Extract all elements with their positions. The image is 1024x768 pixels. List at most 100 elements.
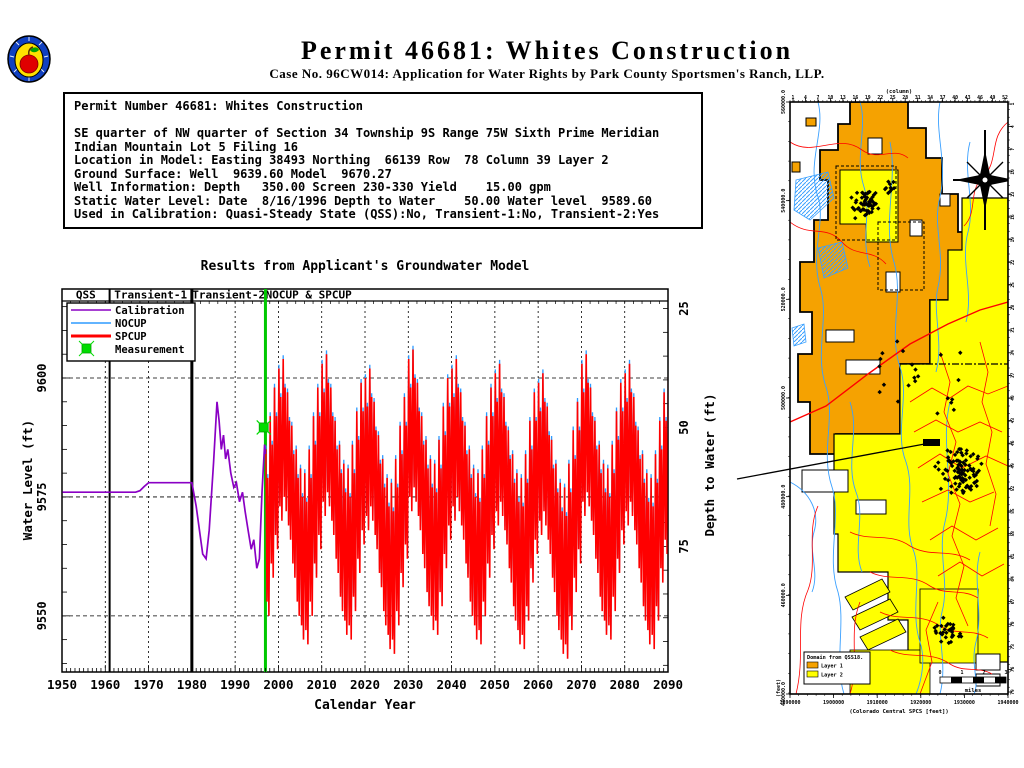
map-row-label: 34	[1010, 350, 1016, 356]
map-northing-label: 500000.0	[781, 386, 787, 410]
map-row-label: 13	[1010, 191, 1016, 197]
x-tick-label: 2070	[566, 677, 596, 692]
well-marker	[967, 475, 972, 480]
spcup-series-line	[265, 349, 668, 659]
groundwater-model-chart: QSS Transient-1 Transient-2 NOCUP & SPCUP 19…	[20, 288, 717, 713]
well-marker	[961, 489, 966, 494]
map-row-label: 31	[1010, 327, 1016, 333]
map-left-units-label: (feet)	[776, 679, 782, 697]
well-marker	[863, 197, 868, 202]
map-row-label: 70	[1010, 621, 1016, 627]
layer1-patch	[805, 117, 817, 127]
map-row-label: 46	[1010, 440, 1016, 446]
apple-ranch-emblem-icon	[7, 35, 51, 83]
map-row-label: 37	[1010, 372, 1016, 378]
info-line	[74, 114, 692, 128]
stream-line	[935, 102, 943, 373]
well-marker	[951, 626, 956, 631]
info-line: Permit Number 46681: Whites Construction	[74, 99, 363, 113]
well-marker	[933, 628, 938, 634]
well-marker	[956, 634, 962, 639]
water-level-tick-label: 9600	[35, 364, 49, 393]
legend-measurement-x	[78, 340, 95, 357]
well-marker	[900, 348, 906, 354]
map-row-label: 10	[1010, 169, 1016, 175]
well-marker	[859, 195, 865, 200]
x-tick-label: 1950	[47, 677, 77, 692]
scale-bar-label: 0	[938, 670, 941, 676]
map-northing-label: 460000.0	[781, 583, 787, 607]
subject-well-marker	[923, 439, 940, 446]
map-easting-label: 1920000	[910, 700, 931, 706]
x-tick-label: 1960	[90, 677, 120, 692]
map-easting-label: 1890000	[779, 700, 800, 706]
x-tick-label: 2000	[263, 677, 293, 692]
subdivision-outline	[877, 221, 925, 291]
map-northing-label: 440000.0	[781, 682, 787, 706]
map-row-label: 52	[1010, 485, 1016, 491]
road-line	[913, 419, 1003, 433]
road-line	[921, 489, 995, 503]
well-marker	[959, 634, 964, 639]
domain-hole	[801, 469, 849, 493]
well-marker	[946, 628, 952, 633]
well-marker	[974, 478, 980, 484]
legend-item-label: SPCUP	[115, 331, 147, 343]
well-marker	[852, 207, 857, 213]
map-northing-label: 540000.0	[781, 189, 787, 213]
map-northing-label: 560000.0	[781, 90, 787, 114]
hatched-lake	[791, 323, 807, 347]
map-legend-swatch	[806, 661, 819, 669]
x-tick-label: 2060	[523, 677, 553, 692]
map-easting-label: 1910000	[867, 700, 888, 706]
scale-bar-segment	[951, 677, 962, 683]
map-row-label: 1	[1010, 102, 1016, 105]
info-line: Ground Surface: Well 9639.60 Model 9670.…	[74, 166, 392, 181]
well-marker	[934, 623, 940, 628]
domain-hole	[845, 359, 881, 375]
well-marker	[938, 639, 944, 644]
page-title: Permit 46681: Whites Construction	[300, 36, 794, 65]
stream-line	[965, 141, 971, 323]
x-tick-label: 2090	[653, 677, 683, 692]
map-row-label: 49	[1010, 463, 1016, 469]
well-marker	[942, 627, 947, 632]
road-line	[979, 341, 997, 527]
scale-bar-segment	[973, 677, 984, 683]
water-level-tick-label: 9575	[35, 482, 49, 511]
road-line	[909, 385, 1008, 403]
map-bottom-axis-label: (Colorado Central SPCS [feet])	[849, 709, 948, 715]
info-line: Indian Mountain Lot 5 Filing 16	[74, 139, 298, 154]
map-easting-label: 1940000	[997, 700, 1018, 706]
road-line	[849, 531, 971, 561]
map-row-label: 7	[1010, 148, 1016, 151]
calibration-series-line	[62, 401, 267, 569]
domain-hole	[867, 137, 883, 155]
measurement-marker-x	[256, 420, 272, 435]
well-marker	[861, 201, 867, 206]
well-marker	[909, 362, 915, 367]
map-legend-swatch	[806, 670, 819, 678]
well-marker	[867, 201, 872, 206]
map-row-label: 73	[1010, 644, 1016, 650]
section-label: QSS	[76, 289, 96, 302]
road-line	[869, 571, 979, 599]
well-marker	[949, 629, 955, 635]
well-marker	[976, 468, 982, 473]
scale-bar-units: miles	[965, 688, 982, 694]
map-row-label: 28	[1010, 305, 1016, 311]
well-marker	[948, 621, 953, 627]
compass-hub-center	[982, 177, 988, 183]
map-legend-title: Domain from QSS18.	[807, 655, 863, 661]
well-marker	[886, 190, 891, 196]
model-domain-map: Domain from QSS18. Layer 1 Layer 2 0 1 2 3 mile…	[776, 89, 1019, 715]
map-row-label: 22	[1010, 259, 1016, 265]
domain-hole	[855, 499, 887, 515]
well-marker	[959, 467, 965, 472]
stream-line	[859, 102, 871, 268]
map-row-label: 79	[1010, 689, 1016, 695]
map-legend-label: Layer 2	[821, 673, 843, 679]
well-marker	[870, 206, 875, 211]
well-marker	[957, 481, 963, 487]
y-axis-title-left: Water Level (ft)	[20, 420, 35, 540]
